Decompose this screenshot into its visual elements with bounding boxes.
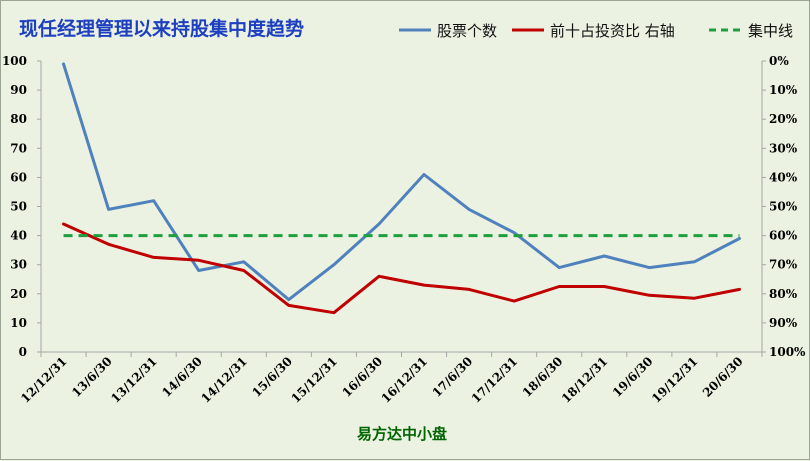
y-left-tick-label: 100 bbox=[2, 54, 27, 68]
y-left-tick-label: 60 bbox=[10, 170, 27, 184]
y-left-tick-label: 20 bbox=[10, 287, 27, 301]
y-right-tick-label: 100% bbox=[769, 345, 806, 359]
y-left-tick-label: 40 bbox=[10, 229, 27, 243]
y-right-tick-label: 50% bbox=[769, 200, 798, 214]
x-tick-label: 18/12/31 bbox=[559, 354, 611, 406]
y-right-tick-label: 20% bbox=[769, 112, 798, 126]
x-tick-label: 16/12/31 bbox=[379, 354, 431, 406]
x-tick-label: 15/6/30 bbox=[249, 354, 295, 400]
x-tick-label: 12/12/31 bbox=[18, 354, 70, 406]
x-tick-label: 18/6/30 bbox=[520, 354, 566, 400]
chart-title: 现任经理管理以来持股集中度趋势 bbox=[19, 17, 304, 40]
x-tick-label: 17/12/31 bbox=[469, 354, 521, 406]
y-left-tick-label: 90 bbox=[10, 83, 27, 97]
y-left-tick-label: 50 bbox=[10, 200, 27, 214]
y-left-tick-label: 10 bbox=[10, 316, 27, 330]
y-left-tick-label: 80 bbox=[10, 112, 27, 126]
series-line-top10-ratio bbox=[64, 224, 740, 313]
y-left-tick-label: 0 bbox=[19, 345, 27, 359]
x-tick-label: 20/6/30 bbox=[700, 354, 746, 400]
legend: 股票个数 前十占投资比 右轴 集中线 bbox=[399, 22, 793, 40]
y-right-tick-label: 60% bbox=[769, 229, 798, 243]
x-tick-label: 17/6/30 bbox=[430, 354, 476, 400]
x-tick-label: 16/6/30 bbox=[339, 354, 385, 400]
x-tick-label: 13/6/30 bbox=[69, 354, 115, 400]
legend-label-top10-ratio: 前十占投资比 右轴 bbox=[550, 22, 675, 40]
x-tick-label: 14/12/31 bbox=[198, 354, 250, 406]
x-tick-label: 19/6/30 bbox=[610, 354, 656, 400]
x-tick-label: 15/12/31 bbox=[288, 354, 340, 406]
x-tick-label: 19/12/31 bbox=[649, 354, 701, 406]
legend-label-concentration-line: 集中线 bbox=[748, 22, 793, 40]
y-right-tick-label: 40% bbox=[769, 170, 798, 184]
x-tick-label: 14/6/30 bbox=[159, 354, 205, 400]
y-right-tick-label: 10% bbox=[769, 83, 798, 97]
y-right-tick-label: 30% bbox=[769, 141, 798, 155]
legend-label-stock-count: 股票个数 bbox=[437, 22, 497, 40]
y-right-tick-label: 70% bbox=[769, 258, 798, 272]
y-right-tick-label: 0% bbox=[769, 54, 789, 68]
y-left-tick-label: 70 bbox=[10, 141, 27, 155]
y-right-tick-label: 80% bbox=[769, 287, 798, 301]
series-layer bbox=[64, 64, 740, 313]
y-left-tick-label: 30 bbox=[10, 258, 27, 272]
x-axis-label: 易方达中小盘 bbox=[357, 425, 447, 443]
x-tick-label: 13/12/31 bbox=[108, 354, 160, 406]
axes: 0 10 20 30 40 50 60 70 80 90 100 0% 10% 20% 30% 40% 50% 6… bbox=[2, 54, 806, 406]
y-right-tick-label: 90% bbox=[769, 316, 798, 330]
series-line-stock-count bbox=[64, 64, 740, 300]
